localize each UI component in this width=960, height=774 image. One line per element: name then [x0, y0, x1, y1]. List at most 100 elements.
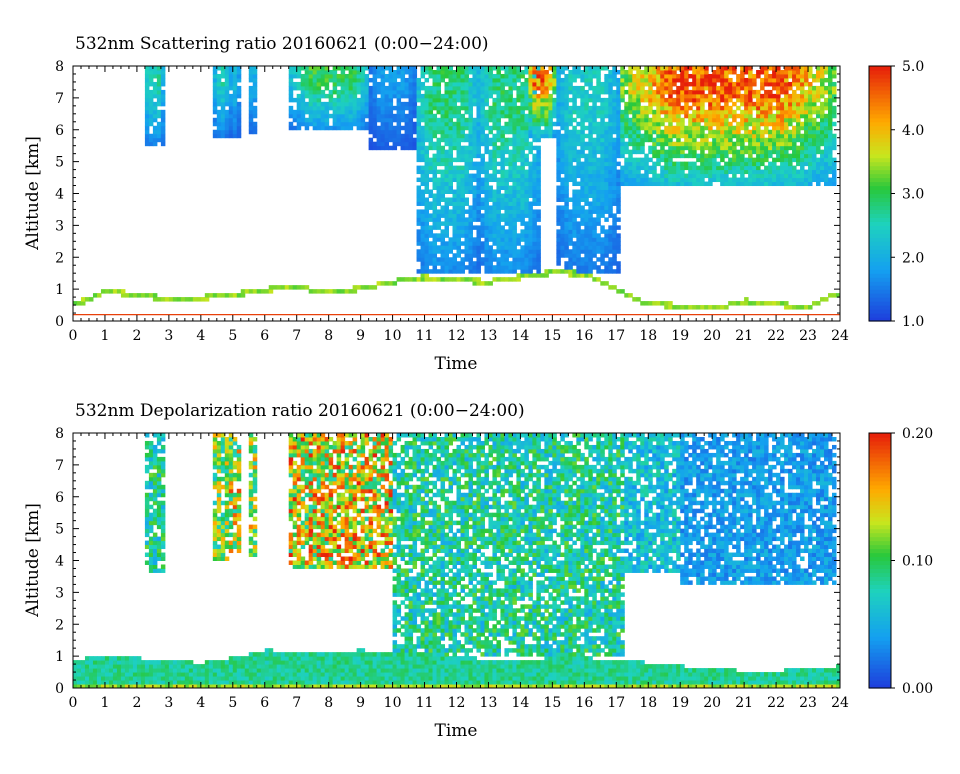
- colorbar-step: [869, 557, 891, 562]
- y-tick-label: 6: [55, 123, 64, 139]
- colorbar-step: [869, 285, 891, 290]
- x-tick-label: 7: [292, 695, 301, 711]
- x-tick-label: 15: [543, 328, 561, 344]
- x-tick-label: 8: [324, 328, 333, 344]
- colorbar-step: [869, 505, 891, 510]
- x-tick-label: 24: [831, 328, 849, 344]
- colorbar-step: [869, 182, 891, 187]
- colorbar-step: [869, 194, 891, 199]
- colorbar-step: [869, 114, 891, 119]
- colorbar-step: [869, 217, 891, 222]
- x-tick-label: 5: [228, 328, 237, 344]
- colorbar-step: [869, 513, 891, 518]
- colorbar-step: [869, 170, 891, 175]
- colorbar-step: [869, 166, 891, 171]
- colorbar-step: [869, 146, 891, 151]
- colorbar-step: [869, 441, 891, 446]
- colorbar-step: [869, 309, 891, 314]
- x-tick-label: 1: [100, 695, 109, 711]
- x-tick-label: 23: [799, 695, 817, 711]
- colorbar-step: [869, 453, 891, 458]
- y-tick-label: 1: [55, 282, 64, 298]
- x-tick-label: 22: [767, 328, 785, 344]
- colorbar-step: [869, 213, 891, 218]
- colorbar-step: [869, 98, 891, 103]
- y-tick-label: 5: [55, 522, 64, 538]
- y-tick-label: 0: [55, 681, 64, 697]
- y-tick-label: 2: [55, 250, 64, 266]
- colorbar-step: [869, 564, 891, 569]
- x-tick-label: 13: [480, 328, 498, 344]
- x-tick-label: 8: [324, 695, 333, 711]
- colorbar-step: [869, 549, 891, 554]
- x-tick-label: 10: [384, 695, 402, 711]
- colorbar-step: [869, 680, 891, 685]
- y-tick-label: 3: [55, 218, 64, 234]
- colorbar-step: [869, 305, 891, 310]
- x-tick-label: 0: [69, 695, 78, 711]
- colorbar-step: [869, 553, 891, 558]
- colorbar-step: [869, 301, 891, 306]
- colorbar-step: [869, 529, 891, 534]
- colorbar-step: [869, 297, 891, 302]
- colorbar-step: [869, 672, 891, 677]
- x-tick-label: 4: [196, 695, 205, 711]
- colorbar-step: [869, 110, 891, 115]
- colorbar-step: [869, 616, 891, 621]
- x-tick-label: 12: [448, 328, 466, 344]
- colorbar-tick-label: 2.0: [902, 250, 924, 266]
- x-tick-label: 6: [260, 328, 269, 344]
- y-tick-label: 7: [55, 91, 64, 107]
- scattering-ratio-y-label: Altitude [km]: [23, 136, 43, 251]
- colorbar-step: [869, 600, 891, 605]
- colorbar-step: [869, 501, 891, 506]
- colorbar-step: [869, 245, 891, 250]
- colorbar-tick-label: 3.0: [902, 187, 924, 203]
- y-tick-label: 4: [55, 554, 64, 570]
- colorbar-step: [869, 545, 891, 550]
- colorbar-step: [869, 608, 891, 613]
- colorbar-step: [869, 150, 891, 155]
- colorbar-step: [869, 485, 891, 490]
- colorbar-tick-label: 0.20: [902, 426, 933, 442]
- colorbar-step: [869, 676, 891, 681]
- x-tick-label: 18: [639, 328, 657, 344]
- colorbar-step: [869, 70, 891, 75]
- colorbar-step: [869, 66, 891, 71]
- x-tick-label: 4: [196, 328, 205, 344]
- x-tick-label: 6: [260, 695, 269, 711]
- colorbar-step: [869, 221, 891, 226]
- scattering-ratio-title: 532nm Scattering ratio 20160621 (0:00−24…: [75, 34, 489, 54]
- x-tick-label: 20: [703, 695, 721, 711]
- colorbar-step: [869, 233, 891, 238]
- colorbar-step: [869, 664, 891, 669]
- depolarization-ratio-title: 532nm Depolarization ratio 20160621 (0:0…: [75, 401, 525, 421]
- colorbar-step: [869, 580, 891, 585]
- colorbar-step: [869, 628, 891, 633]
- colorbar-step: [869, 481, 891, 486]
- colorbar-step: [869, 469, 891, 474]
- colorbar-step: [869, 154, 891, 159]
- y-tick-label: 2: [55, 617, 64, 633]
- x-tick-label: 14: [512, 328, 530, 344]
- x-tick-label: 10: [384, 328, 402, 344]
- colorbar-tick-label: 0.10: [902, 554, 933, 570]
- colorbar-step: [869, 572, 891, 577]
- x-tick-label: 19: [671, 695, 689, 711]
- colorbar-step: [869, 78, 891, 83]
- colorbar-step: [869, 197, 891, 202]
- colorbar-tick-label: 0.00: [902, 681, 933, 697]
- colorbar-step: [869, 473, 891, 478]
- colorbar-step: [869, 102, 891, 107]
- colorbar-step: [869, 660, 891, 665]
- colorbar-step: [869, 437, 891, 442]
- x-tick-label: 0: [69, 328, 78, 344]
- colorbar-step: [869, 74, 891, 79]
- colorbar-step: [869, 209, 891, 214]
- y-tick-label: 3: [55, 585, 64, 601]
- colorbar-step: [869, 636, 891, 641]
- y-tick-label: 5: [55, 155, 64, 171]
- y-tick-label: 4: [55, 187, 64, 203]
- colorbar-step: [869, 205, 891, 210]
- colorbar-step: [869, 493, 891, 498]
